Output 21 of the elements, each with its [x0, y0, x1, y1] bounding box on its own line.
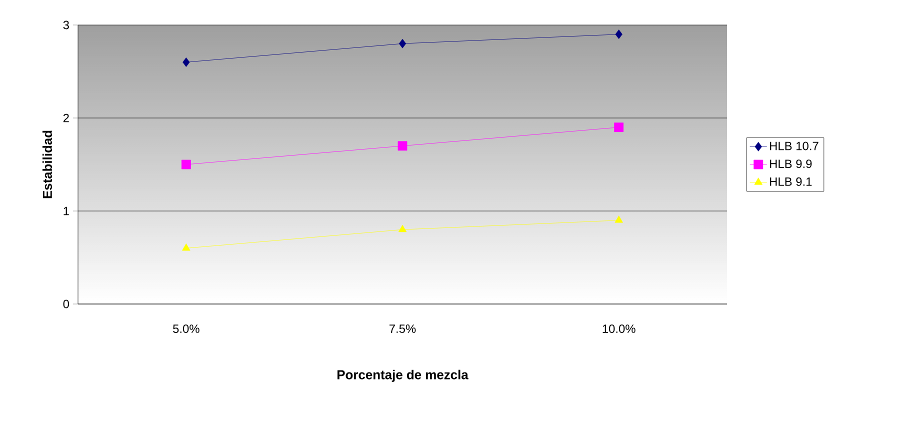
point	[615, 30, 622, 39]
y-tick-label: 3	[63, 20, 69, 30]
point	[398, 141, 408, 151]
point	[398, 224, 407, 232]
x-axis-title: Porcentaje de mezcla	[337, 370, 468, 382]
x-tick-label: 5.0%	[173, 324, 200, 333]
x-tick-label: 10.0%	[602, 324, 636, 333]
x-tick-label: 7.5%	[389, 324, 416, 333]
y-tick-label: 1	[64, 206, 69, 216]
point	[614, 216, 623, 223]
y-axis-title: Estabilidad	[42, 130, 52, 198]
point	[398, 38, 406, 48]
y-tick-label: 0	[63, 300, 70, 308]
point	[182, 244, 190, 251]
legend-label: HLB 9.1	[770, 177, 812, 186]
point	[182, 57, 190, 67]
point	[181, 160, 191, 170]
y-tick-label: 2	[63, 114, 69, 122]
legend-label: HLB 10.7	[770, 142, 818, 150]
legend-label: HLB 9.9	[770, 160, 812, 168]
point	[614, 122, 624, 132]
